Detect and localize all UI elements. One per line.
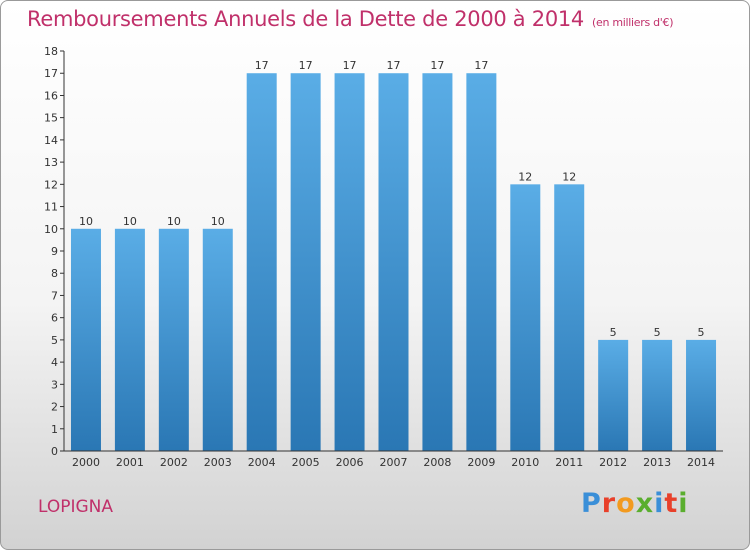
x-tick-label-2007: 2007 [380, 456, 408, 469]
data-label-2007: 17 [387, 59, 401, 72]
data-label-2000: 10 [79, 215, 93, 228]
bar-2008 [422, 73, 453, 451]
bar-2013 [642, 339, 673, 451]
y-tick-label: 1 [51, 423, 58, 436]
bar-2011 [554, 184, 585, 452]
bar-2005 [290, 73, 321, 451]
chart-title: Remboursements Annuels de la Dette de 20… [27, 7, 673, 31]
x-tick-label-2012: 2012 [599, 456, 627, 469]
data-label-2012: 5 [610, 326, 617, 339]
data-label-2006: 17 [343, 59, 357, 72]
data-label-2002: 10 [167, 215, 181, 228]
x-tick-label-2004: 2004 [248, 456, 276, 469]
x-tick-label-2003: 2003 [204, 456, 232, 469]
logo-letter: x [635, 488, 655, 519]
data-label-2010: 12 [518, 170, 532, 183]
y-tick-label: 0 [51, 445, 58, 458]
y-tick-label: 3 [51, 378, 58, 391]
bar-2012 [598, 339, 629, 451]
logo-letter: r [601, 488, 617, 519]
y-tick-label: 5 [51, 334, 58, 347]
y-tick-label: 4 [51, 356, 58, 369]
y-tick-label: 7 [51, 289, 58, 302]
x-tick-label-2005: 2005 [292, 456, 320, 469]
bar-2000 [70, 228, 101, 451]
bar-2004 [246, 73, 277, 451]
x-tick-label-2008: 2008 [423, 456, 451, 469]
y-tick-label: 13 [44, 156, 58, 169]
data-label-2011: 12 [562, 170, 576, 183]
bar-2003 [202, 228, 233, 451]
commune-name: LOPIGNA [38, 497, 114, 517]
y-tick-label: 11 [44, 201, 58, 214]
y-tick-label: 15 [44, 112, 58, 125]
bar-2014 [686, 339, 717, 451]
logo-letter: P [581, 488, 602, 519]
x-tick-label-2009: 2009 [467, 456, 495, 469]
logo-letter: i [678, 488, 689, 519]
data-label-2014: 5 [698, 326, 705, 339]
bar-2002 [158, 228, 189, 451]
x-tick-label-2001: 2001 [116, 456, 144, 469]
x-tick-label-2006: 2006 [336, 456, 364, 469]
x-tick-label-2010: 2010 [511, 456, 539, 469]
data-label-2008: 17 [430, 59, 444, 72]
y-tick-label: 10 [44, 223, 58, 236]
bars: 10 10 10 10 17 17 17 17 17 17 12 12 5 5 5 [70, 59, 717, 452]
y-tick-label: 9 [51, 245, 58, 258]
y-tick-label: 17 [44, 67, 58, 80]
data-label-2013: 5 [654, 326, 661, 339]
x-tick-label-2014: 2014 [687, 456, 715, 469]
proxiti-logo: Proxiti [581, 488, 689, 519]
y-tick-label: 8 [51, 267, 58, 280]
x-tick-label-2013: 2013 [643, 456, 671, 469]
bar-2001 [114, 228, 145, 451]
bar-2010 [510, 184, 541, 452]
y-tick-label: 18 [44, 45, 58, 58]
y-tick-label: 16 [44, 89, 58, 102]
x-tick-label-2011: 2011 [555, 456, 583, 469]
x-tick-label-2002: 2002 [160, 456, 188, 469]
data-label-2004: 17 [255, 59, 269, 72]
data-label-2005: 17 [299, 59, 313, 72]
bar-2009 [466, 73, 497, 451]
data-label-2001: 10 [123, 215, 137, 228]
logo-letter: i [654, 488, 665, 519]
bar-2007 [378, 73, 409, 451]
y-tick-label: 6 [51, 312, 58, 325]
logo-letter: o [616, 488, 636, 519]
x-axis: 2000 2001 2002 2003 2004 2005 2006 2007 2008 2009… [64, 450, 723, 469]
chart-title-text: Remboursements Annuels de la Dette de 20… [27, 7, 584, 31]
x-tick-label-2000: 2000 [72, 456, 100, 469]
data-label-2003: 10 [211, 215, 225, 228]
y-tick-label: 2 [51, 401, 58, 414]
chart-subtitle: (en milliers d'€) [592, 16, 674, 29]
bar-2006 [334, 73, 365, 451]
data-label-2009: 17 [474, 59, 488, 72]
y-tick-label: 14 [44, 134, 58, 147]
logo-letter: t [664, 488, 679, 519]
y-tick-label: 12 [44, 178, 58, 191]
